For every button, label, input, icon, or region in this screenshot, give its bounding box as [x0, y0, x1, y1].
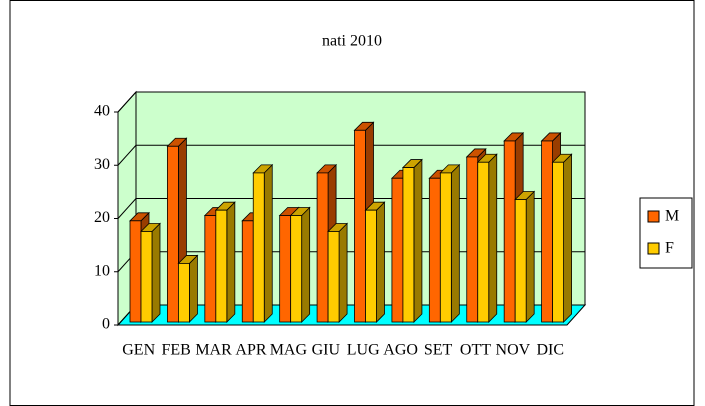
bar-side [450, 163, 460, 323]
bar [391, 177, 404, 323]
x-tick-label: MAG [270, 342, 308, 359]
legend-label: M [665, 208, 679, 225]
bar-side [226, 201, 236, 323]
bar-side [189, 254, 198, 323]
bar [327, 231, 340, 323]
x-tick-label: NOV [496, 342, 531, 359]
bar [428, 177, 441, 323]
bar [466, 156, 479, 323]
bar-side [488, 153, 498, 323]
x-tick-label: SET [424, 342, 453, 359]
legend-swatch [647, 210, 660, 223]
bar [252, 172, 265, 323]
bar [439, 172, 452, 323]
bar [290, 215, 303, 323]
x-tick-label: OTT [460, 342, 491, 359]
x-tick-label: GIU [312, 342, 341, 359]
x-tick-label: AGO [383, 342, 418, 359]
bar [129, 220, 142, 323]
grid-line-side [117, 144, 137, 166]
bar [365, 209, 377, 323]
bar-side [413, 158, 423, 323]
x-tick-label: GEN [122, 342, 155, 359]
bar [279, 215, 292, 323]
bar-side [301, 206, 311, 323]
bar [477, 161, 490, 323]
bar [178, 263, 190, 323]
bar-side [263, 163, 273, 323]
bar [204, 215, 217, 323]
x-tick-label: DIC [537, 342, 565, 359]
bar-side [338, 222, 348, 323]
x-tick-label: MAR [195, 342, 232, 359]
bar [552, 161, 564, 323]
x-tick-label: APR [235, 342, 266, 359]
bar [514, 199, 527, 323]
bar-side [151, 222, 161, 323]
grid-line-side [117, 198, 137, 219]
bar [354, 129, 366, 323]
grid-line-side [117, 91, 137, 113]
bar-side [525, 190, 535, 323]
legend-box [639, 197, 693, 269]
legend-label: F [665, 240, 674, 257]
bar [215, 209, 228, 323]
y-tick-label: 0 [102, 316, 110, 333]
bar [316, 172, 329, 323]
bar-side [376, 201, 385, 323]
bar [402, 167, 415, 323]
chart-title: nati 2010 [322, 33, 382, 50]
y-tick-label: 10 [94, 262, 110, 279]
bar [541, 140, 553, 323]
y-tick-label: 20 [94, 209, 110, 226]
legend-swatch [647, 242, 660, 255]
y-tick-label: 40 [94, 103, 110, 120]
x-tick-label: LUG [347, 342, 380, 359]
bar [503, 140, 516, 323]
x-tick-label: FEB [161, 342, 190, 359]
bar [241, 220, 254, 323]
bar [140, 231, 153, 323]
bar [167, 145, 179, 323]
y-tick-label: 30 [94, 156, 110, 173]
bar-side [563, 153, 572, 323]
